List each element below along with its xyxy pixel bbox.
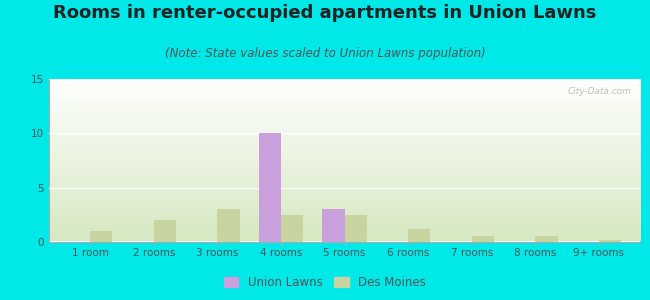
Bar [408,229,430,242]
Text: Rooms in renter-occupied apartments in Union Lawns: Rooms in renter-occupied apartments in U… [53,4,597,22]
Bar [472,236,494,242]
Bar [217,209,240,242]
Text: City-Data.com: City-Data.com [567,87,631,96]
Bar [536,236,558,242]
Bar [90,231,112,242]
Bar [322,209,344,242]
Legend: Union Lawns, Des Moines: Union Lawns, Des Moines [220,272,430,294]
Bar [344,214,367,242]
Text: (Note: State values scaled to Union Lawns population): (Note: State values scaled to Union Lawn… [164,46,486,59]
Bar [599,240,621,242]
Bar [259,134,281,242]
Bar [153,220,176,242]
Bar [281,214,303,242]
